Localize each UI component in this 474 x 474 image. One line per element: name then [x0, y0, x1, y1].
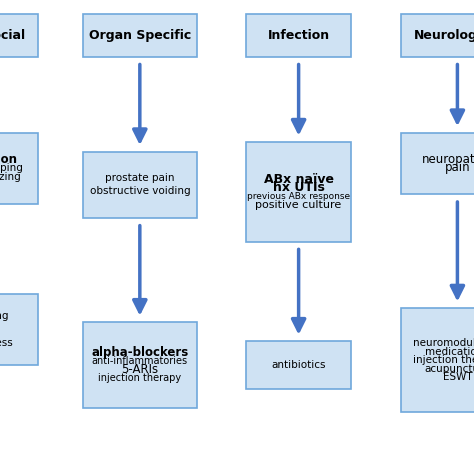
Text: catastrophizing: catastrophizing	[0, 172, 21, 182]
Text: negative coping: negative coping	[0, 163, 23, 173]
FancyBboxPatch shape	[0, 133, 38, 204]
Text: pain: pain	[445, 161, 470, 174]
FancyBboxPatch shape	[83, 14, 197, 57]
Text: Psychosocial: Psychosocial	[0, 29, 26, 42]
Text: acupuncture: acupuncture	[425, 364, 474, 374]
Text: previous ABx response: previous ABx response	[247, 192, 350, 201]
Text: prostate pain
obstructive voiding: prostate pain obstructive voiding	[90, 173, 190, 196]
Text: depression: depression	[0, 153, 18, 166]
FancyBboxPatch shape	[83, 152, 197, 218]
Text: 5-ARIs: 5-ARIs	[121, 363, 158, 376]
Text: ESWT: ESWT	[443, 372, 472, 383]
FancyBboxPatch shape	[401, 133, 474, 194]
FancyBboxPatch shape	[246, 14, 351, 57]
Text: injection therapy: injection therapy	[98, 373, 182, 383]
Text: Organ Specific: Organ Specific	[89, 29, 191, 42]
Text: ABx naïve: ABx naïve	[264, 173, 334, 186]
Text: anti-inflammatories: anti-inflammatories	[92, 356, 188, 366]
FancyBboxPatch shape	[401, 14, 474, 57]
FancyBboxPatch shape	[0, 14, 38, 57]
Text: alpha-blockers: alpha-blockers	[91, 346, 189, 359]
Text: positive culture: positive culture	[255, 200, 342, 210]
FancyBboxPatch shape	[246, 341, 351, 389]
Text: Neurological: Neurological	[413, 29, 474, 42]
Text: neuromodulation: neuromodulation	[413, 338, 474, 348]
Text: neuropathic: neuropathic	[422, 153, 474, 166]
Text: medications: medications	[426, 346, 474, 357]
FancyBboxPatch shape	[83, 322, 197, 408]
Text: antibiotics: antibiotics	[272, 360, 326, 370]
FancyBboxPatch shape	[0, 294, 38, 365]
FancyBboxPatch shape	[401, 308, 474, 412]
Text: injection therapy: injection therapy	[413, 355, 474, 365]
Text: hx UTIs: hx UTIs	[273, 181, 325, 194]
Text: Infection: Infection	[267, 29, 330, 42]
FancyBboxPatch shape	[246, 142, 351, 242]
Text: counseling
CBT
mindfulness: counseling CBT mindfulness	[0, 311, 13, 347]
